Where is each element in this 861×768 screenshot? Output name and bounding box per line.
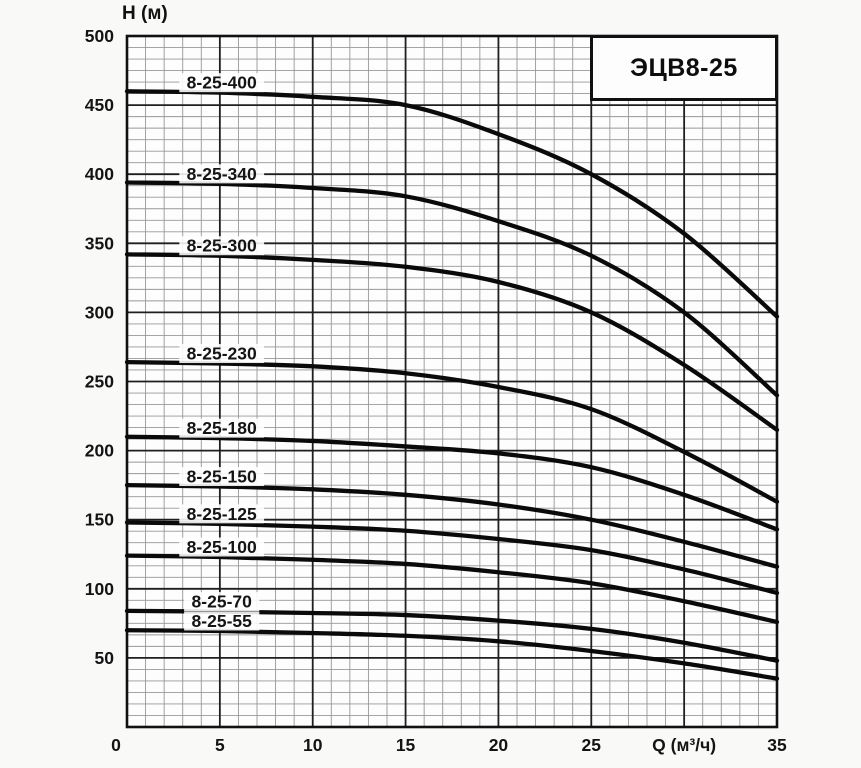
y-tick-label-200: 200 bbox=[85, 441, 114, 461]
pump-curve-8-25-150 bbox=[124, 483, 780, 569]
curve-label-8-25-70: 8-25-70 bbox=[192, 592, 253, 612]
curve-label-bg bbox=[179, 344, 265, 364]
curve-label-bg bbox=[179, 236, 265, 256]
curve-label-bg bbox=[179, 164, 265, 184]
chart-title-box: ЭЦВ8-25 bbox=[590, 35, 778, 101]
y-axis-label: H (м) bbox=[122, 3, 168, 24]
pump-curves bbox=[124, 89, 780, 681]
curve-label-bg bbox=[184, 592, 260, 612]
pump-curve-8-25-400 bbox=[124, 89, 780, 319]
y-tick-label-400: 400 bbox=[85, 164, 114, 184]
pump-curve-8-25-300 bbox=[124, 252, 780, 433]
curve-label-8-25-180: 8-25-180 bbox=[187, 418, 257, 438]
y-tick-label-50: 50 bbox=[95, 648, 115, 668]
curve-label-8-25-100: 8-25-100 bbox=[187, 537, 257, 557]
curve-label-bg bbox=[184, 611, 260, 631]
y-tick-label-350: 350 bbox=[85, 233, 114, 253]
grid-major bbox=[127, 36, 777, 727]
curve-label-bg bbox=[179, 537, 265, 557]
curve-label-bg bbox=[179, 467, 265, 487]
pump-curve-8-25-55 bbox=[124, 628, 780, 681]
plot-border bbox=[125, 34, 779, 729]
pump-curve-8-25-100 bbox=[124, 553, 780, 625]
y-tick-label-450: 450 bbox=[85, 95, 114, 115]
curve-label-8-25-400: 8-25-400 bbox=[187, 73, 257, 93]
y-tick-label-500: 500 bbox=[85, 26, 114, 46]
pump-curve-8-25-230 bbox=[124, 360, 780, 504]
curve-label-8-25-55: 8-25-55 bbox=[192, 611, 253, 631]
curve-label-8-25-150: 8-25-150 bbox=[187, 467, 257, 487]
curve-label-bg bbox=[179, 73, 265, 93]
plot-border-rect bbox=[125, 34, 779, 729]
y-tick-label-150: 150 bbox=[85, 510, 114, 530]
y-tick-label-100: 100 bbox=[85, 579, 114, 599]
x-tick-label-25: 25 bbox=[582, 735, 602, 755]
curve-label-bg bbox=[179, 504, 265, 524]
curve-label-8-25-230: 8-25-230 bbox=[187, 344, 257, 364]
x-tick-label-15: 15 bbox=[396, 735, 416, 755]
curve-label-bg bbox=[179, 418, 265, 438]
curve-label-8-25-300: 8-25-300 bbox=[187, 236, 257, 256]
pump-curve-8-25-340 bbox=[124, 180, 780, 398]
x-tick-label-20: 20 bbox=[489, 735, 509, 755]
x-tick-label-5: 5 bbox=[215, 735, 225, 755]
y-tick-label-300: 300 bbox=[85, 302, 114, 322]
pump-curve-8-25-125 bbox=[124, 520, 780, 596]
x-axis-label: Q (м³/ч) bbox=[652, 735, 716, 755]
chart-title: ЭЦВ8-25 bbox=[630, 53, 738, 82]
x-tick-label-0: 0 bbox=[111, 735, 121, 755]
y-tick-label-250: 250 bbox=[85, 372, 114, 392]
pump-curve-8-25-180 bbox=[124, 434, 780, 532]
curve-label-8-25-125: 8-25-125 bbox=[187, 504, 257, 524]
curve-label-8-25-340: 8-25-340 bbox=[187, 164, 257, 184]
x-tick-label-10: 10 bbox=[303, 735, 323, 755]
curve-labels: 8-25-400 8-25-340 8-25-300 8-25-230 8-25-180… bbox=[179, 73, 265, 631]
x-tick-label-35: 35 bbox=[767, 735, 787, 755]
